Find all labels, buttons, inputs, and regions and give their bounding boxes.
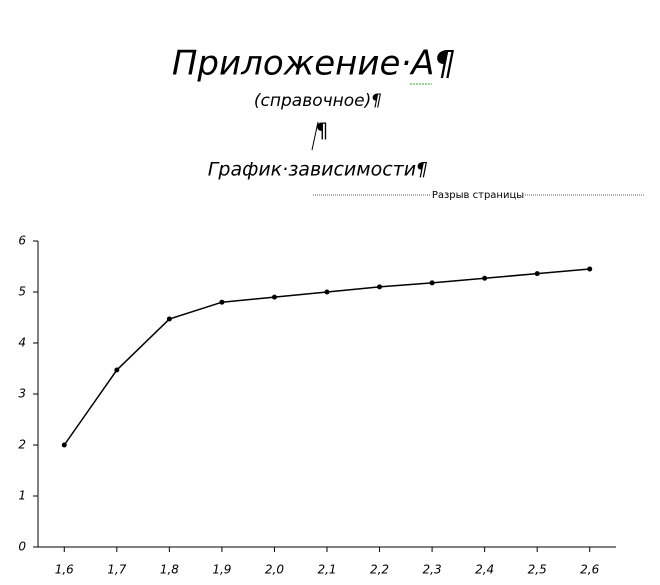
data-point (219, 299, 225, 305)
chart: 0 1 2 3 4 5 6 1,6 1,7 1,8 1,9 2,0 2,1 2,2 2,3 2,4 2,5 2,6 (18, 234, 616, 577)
x-tick-label: 2,3 (423, 563, 442, 577)
caption: График·зависимости¶ (208, 159, 428, 181)
page-break-label: Разрыв страницы (432, 190, 524, 201)
data-point (324, 289, 330, 295)
anchor-mark (311, 121, 319, 151)
y-tick-label: 2 (18, 438, 26, 452)
x-tick-label: 1,7 (107, 563, 126, 577)
data-point (429, 280, 435, 286)
page-break-bg (431, 188, 525, 202)
x-tick-label: 2,0 (265, 563, 284, 577)
x-tick-label: 2,4 (475, 563, 494, 577)
y-tick-label: 6 (18, 234, 26, 248)
y-tick-label: 4 (18, 336, 26, 350)
y-tick-label: 3 (18, 387, 26, 401)
y-tick-label: 1 (18, 489, 26, 503)
data-point (587, 266, 593, 272)
data-point (61, 442, 67, 448)
appendix-subtitle: (справочное)¶ (254, 91, 382, 111)
series-line (63, 268, 590, 446)
data-point (377, 284, 383, 290)
paragraph-mark: ¶ (316, 119, 329, 143)
x-tick-label: 2,2 (370, 563, 389, 577)
data-point (114, 367, 120, 373)
x-tick-label: 1,9 (212, 563, 231, 577)
x-tick-label: 1,6 (55, 563, 74, 577)
x-tick-label: 1,8 (160, 563, 179, 577)
data-point (271, 294, 277, 300)
x-tick-label: 2,5 (528, 563, 547, 577)
y-tick-label: 5 (18, 285, 26, 299)
x-tick-label: 2,6 (580, 563, 599, 577)
y-tick-label: 0 (18, 540, 26, 554)
data-point (166, 316, 172, 322)
data-point (534, 271, 540, 277)
x-tick-label: 2,1 (317, 563, 336, 577)
data-point (482, 275, 488, 281)
appendix-title: Приложение·А¶ (172, 44, 456, 84)
